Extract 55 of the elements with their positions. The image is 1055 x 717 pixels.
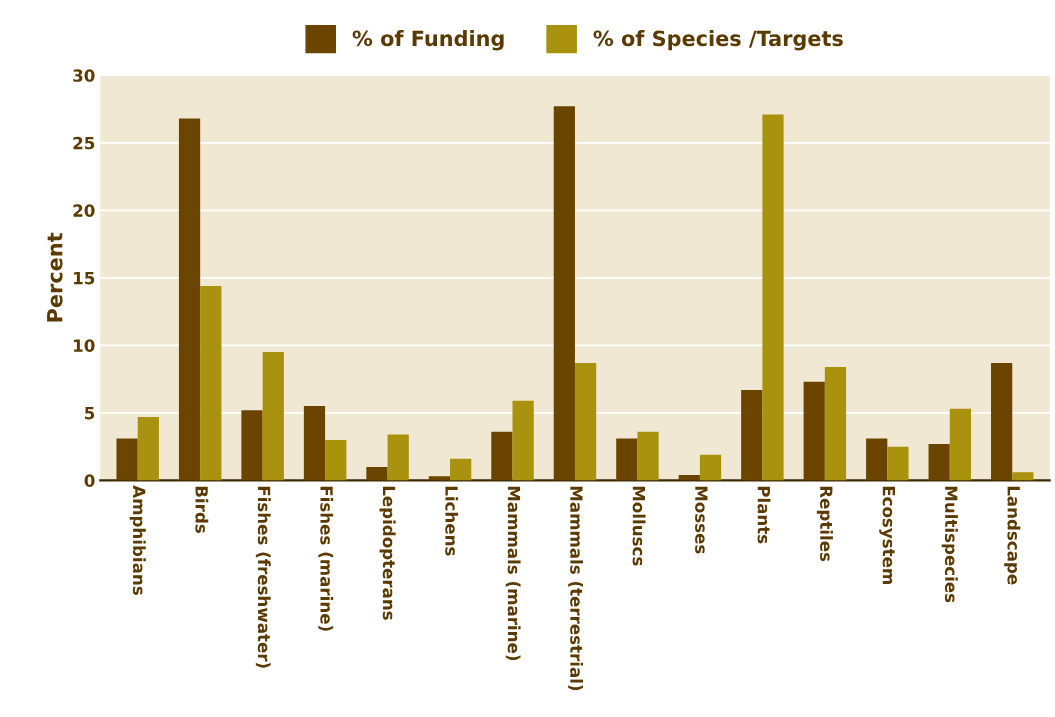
bar [699, 454, 722, 481]
x-tick-label: Ecosystem [879, 486, 895, 584]
bar [325, 439, 347, 481]
x-tick-label: Amphibians [129, 485, 146, 595]
bar [450, 458, 472, 481]
y-tick-label: 0 [84, 474, 95, 487]
bar [137, 416, 159, 481]
y-tick-label: 10 [74, 339, 95, 352]
bar [303, 406, 326, 481]
bar [262, 352, 284, 481]
bar [949, 408, 972, 481]
bar [116, 438, 138, 481]
y-tick-label: 5 [85, 407, 95, 420]
bar [824, 366, 847, 481]
x-tick-label: Molluscs [632, 486, 646, 566]
bar [428, 476, 451, 481]
bar [637, 431, 659, 481]
bar [762, 114, 784, 481]
bar [678, 474, 700, 481]
x-tick-label: Mammals (marine) [505, 486, 521, 661]
legend-label: % of Species /Targets [593, 30, 843, 51]
x-tick-label: Fishes (freshwater) [255, 486, 271, 668]
bar [200, 285, 222, 481]
bar [512, 400, 534, 481]
x-tick-label: Lichens [445, 486, 459, 556]
bar [928, 443, 950, 481]
x-tick-label: Lepidopterans [379, 486, 396, 620]
bar [574, 362, 597, 481]
y-tick-label: 15 [74, 272, 95, 285]
y-tick-label: 30 [73, 69, 95, 82]
legend-label: % of Funding [352, 30, 504, 51]
bar [866, 438, 888, 481]
bar [491, 431, 513, 481]
x-tick-label: Plants [757, 486, 771, 544]
x-tick-label: Reptiles [816, 486, 833, 562]
bar [553, 106, 575, 481]
y-axis-title: Percent [47, 232, 63, 322]
bar [616, 438, 638, 481]
bar [241, 410, 263, 481]
bar [887, 446, 909, 481]
x-tick-label: Mammals (terrestrial) [568, 486, 584, 691]
x-tick-label: Birds [195, 486, 209, 533]
y-tick-label: 20 [73, 204, 95, 217]
bar [991, 362, 1013, 481]
bar [178, 118, 201, 481]
bar [741, 389, 763, 481]
x-tick-label: Fishes (marine) [318, 486, 334, 631]
bar [803, 381, 825, 481]
x-tick-label: Multispecies [941, 486, 958, 603]
x-tick-label: Landscape [1004, 486, 1021, 585]
bar [387, 434, 409, 481]
x-tick-label: Mosses [695, 486, 708, 554]
bar [366, 466, 388, 481]
y-tick-label: 25 [73, 136, 95, 150]
bar [1012, 472, 1034, 481]
